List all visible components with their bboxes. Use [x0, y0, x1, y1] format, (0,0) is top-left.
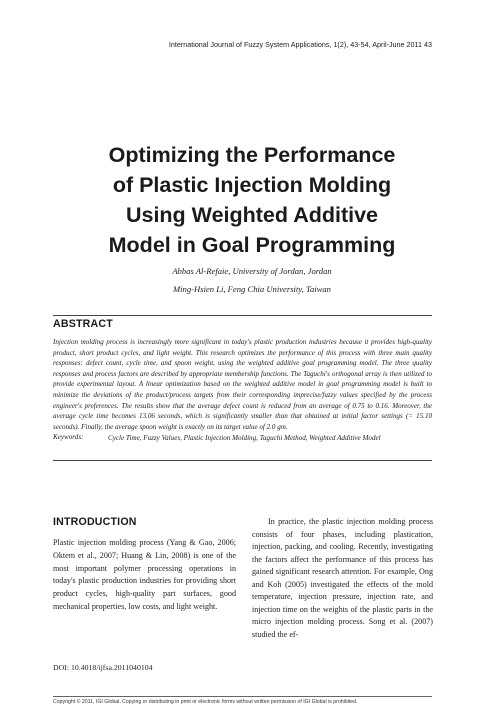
- footer-rule: [53, 696, 432, 697]
- doi-link[interactable]: DOI: 10.4018/ijfsa.2011040104: [53, 663, 153, 672]
- introduction-left-column: Plastic injection molding process (Yang …: [53, 538, 236, 611]
- running-head: International Journal of Fuzzy System Ap…: [168, 40, 432, 49]
- abstract-bottom-rule: [53, 460, 432, 461]
- title-line: of Plastic Injection Molding: [112, 173, 392, 197]
- title-line: Using Weighted Additive: [125, 203, 379, 227]
- keywords-label: Keywords:: [53, 433, 84, 441]
- keywords-text: Cycle Time, Fuzzy Values, Plastic Inject…: [108, 434, 381, 442]
- abstract-top-rule: [53, 315, 432, 316]
- author-line: Abbas Al-Refaie, University of Jordan, J…: [172, 266, 332, 276]
- abstract-heading: ABSTRACT: [53, 318, 113, 330]
- title-line: Model in Goal Programming: [108, 233, 396, 257]
- introduction-right-column: In practice, the plastic injection moldi…: [252, 517, 433, 639]
- copyright-footer: Copyright © 2011, IGI Global. Copying or…: [53, 699, 358, 705]
- title-line: Optimizing the Performance: [108, 143, 396, 167]
- abstract-text: Injection molding process is increasingl…: [53, 338, 432, 431]
- author-line: Ming-Hsien Li, Feng Chia University, Tai…: [173, 284, 331, 294]
- introduction-heading: INTRODUCTION: [53, 516, 137, 528]
- paper-title: Optimizing the Performance of Plastic In…: [52, 140, 452, 260]
